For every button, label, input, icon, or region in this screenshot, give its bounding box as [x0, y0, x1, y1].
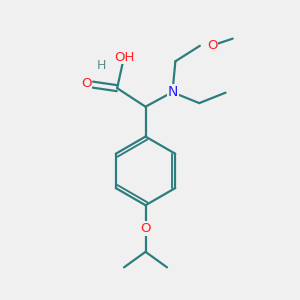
Text: O: O	[140, 222, 151, 235]
Text: OH: OH	[114, 51, 134, 64]
Text: H: H	[97, 59, 106, 72]
Text: O: O	[81, 76, 91, 90]
Text: O: O	[207, 39, 218, 52]
Text: N: N	[168, 85, 178, 99]
